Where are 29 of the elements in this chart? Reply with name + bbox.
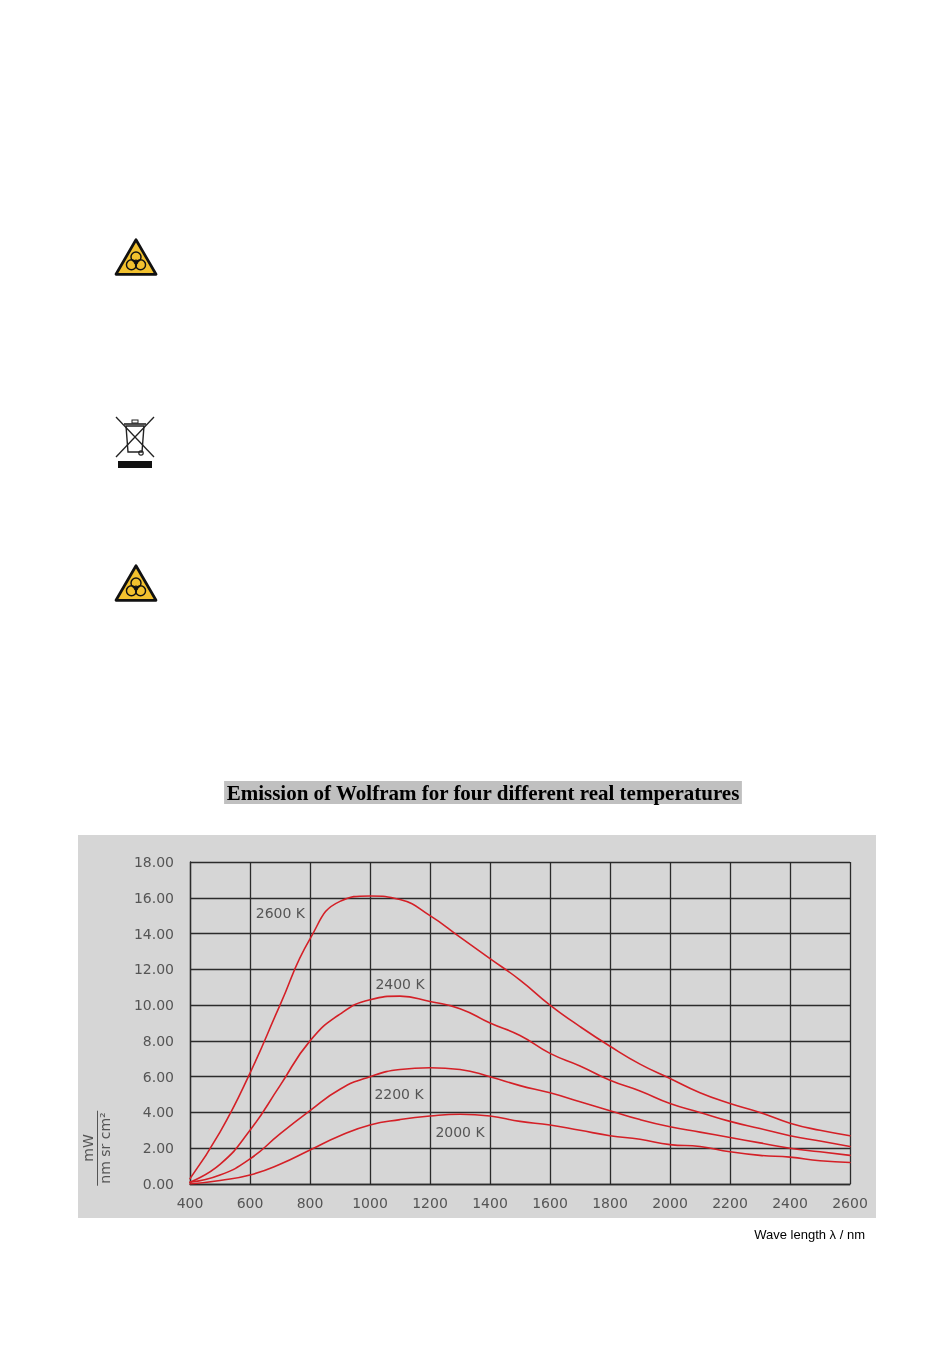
y-tick-label: 0.00 (142, 1176, 174, 1192)
x-tick-label: 1200 (412, 1195, 448, 1211)
x-tick-label: 1400 (472, 1195, 508, 1211)
x-tick-label: 800 (296, 1195, 324, 1211)
x-tick-label: 2000 (652, 1195, 688, 1211)
series-label: 2200 K (374, 1085, 425, 1102)
x-tick-label: 600 (236, 1195, 264, 1211)
x-tick-label: 1000 (352, 1195, 388, 1211)
series-label: 2400 K (375, 976, 426, 993)
x-tick-label: 2600 (832, 1195, 868, 1211)
y-tick-label: 16.00 (133, 889, 174, 906)
y-tick-label: 2.00 (142, 1140, 174, 1157)
y-tick-label: 14.00 (133, 925, 174, 942)
x-axis-title: Wave length λ / nm (754, 1227, 865, 1242)
x-tick-label: 2400 (772, 1195, 808, 1211)
y-tick-label: 8.00 (142, 1032, 174, 1049)
y-tick-label: 18.00 (133, 854, 174, 870)
chart-title: Emission of Wolfram for four different real temperatures (226, 780, 740, 805)
y-tick-label: 12.00 (133, 961, 174, 978)
y-axis-title: mW nm sr cm² (80, 1110, 114, 1186)
x-tick-label: 1600 (532, 1195, 568, 1211)
y-tick-label: 10.00 (133, 997, 174, 1014)
x-tick-label: 2200 (712, 1195, 748, 1211)
x-tick-label: 400 (176, 1195, 204, 1211)
y-tick-label: 6.00 (142, 1068, 174, 1085)
x-tick-label: 1800 (592, 1195, 628, 1211)
series-label: 2000 K (435, 1124, 486, 1141)
y-tick-label: 4.00 (142, 1104, 174, 1121)
series-label: 2600 K (255, 904, 306, 921)
